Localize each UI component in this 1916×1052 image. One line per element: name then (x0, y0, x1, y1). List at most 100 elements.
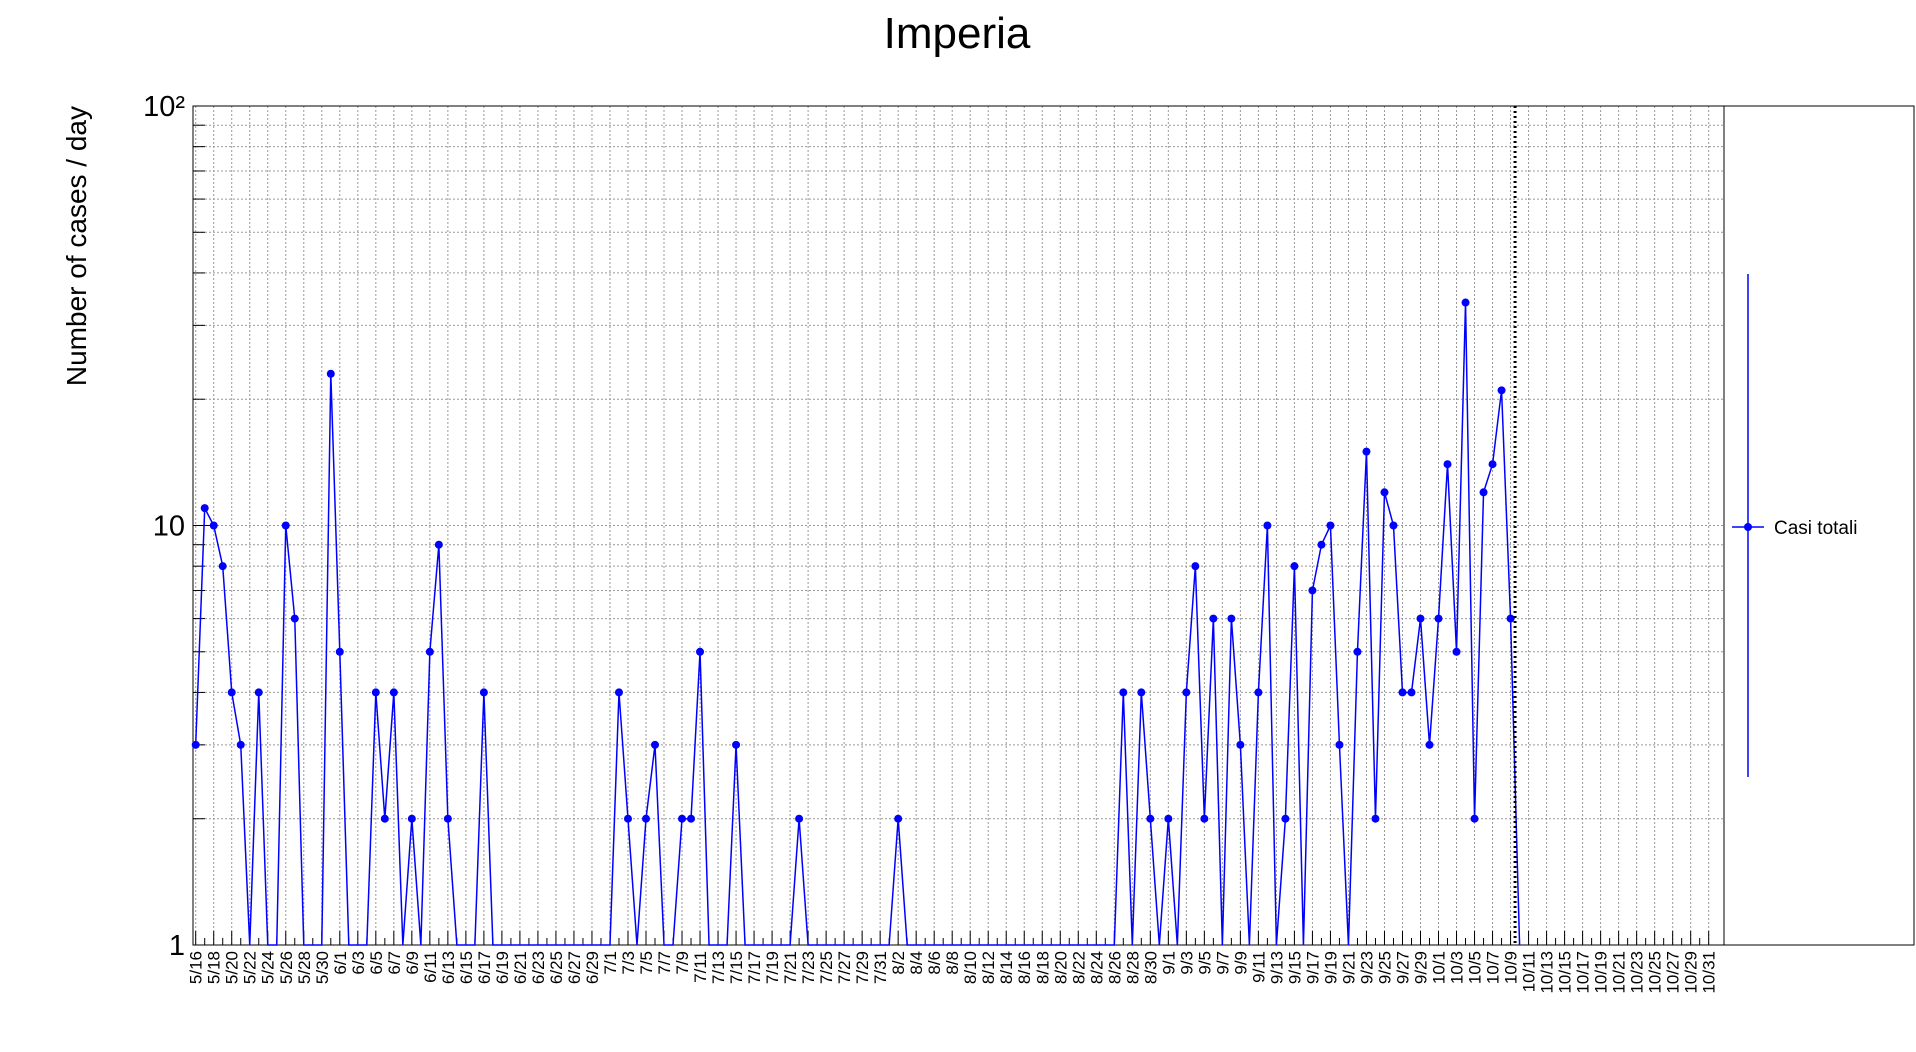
data-point (281, 521, 290, 530)
x-tick-label: 5/18 (205, 951, 224, 984)
x-tick-label: 5/24 (259, 951, 278, 984)
data-point (623, 814, 632, 823)
data-point (1380, 488, 1389, 497)
data-point (894, 814, 903, 823)
x-tick-label: 9/5 (1195, 951, 1214, 975)
x-tick-label: 7/31 (871, 951, 890, 984)
data-point (1389, 521, 1398, 530)
data-point (1281, 814, 1290, 823)
x-tick-label: 6/1 (331, 951, 350, 975)
data-point (371, 688, 380, 697)
data-point (209, 521, 218, 530)
chart-title: Imperia (884, 9, 1031, 58)
data-point (1254, 688, 1263, 697)
x-tick-label: 6/29 (583, 951, 602, 984)
x-tick-label: 5/16 (187, 951, 206, 984)
data-point (1119, 688, 1128, 697)
x-tick-label: 6/7 (385, 951, 404, 975)
x-tick-label: 6/9 (403, 951, 422, 975)
data-point (1443, 460, 1452, 469)
x-tick-label: 7/29 (853, 951, 872, 984)
x-tick-label: 8/14 (997, 951, 1016, 984)
x-tick-label: 9/29 (1412, 951, 1431, 984)
data-point (434, 540, 443, 549)
x-tick-label: 6/25 (547, 951, 566, 984)
data-point (236, 740, 245, 749)
x-tick-label: 6/17 (475, 951, 494, 984)
x-tick-label: 7/15 (727, 951, 746, 984)
x-tick-label: 8/20 (1051, 951, 1070, 984)
x-tick-label: 10/5 (1466, 951, 1485, 984)
data-point (1209, 614, 1218, 623)
x-tick-label: 9/9 (1231, 951, 1250, 975)
x-tick-label: 10/27 (1664, 951, 1683, 994)
x-tick-label: 7/9 (673, 951, 692, 975)
x-tick-label: 10/11 (1520, 951, 1539, 992)
data-point (1497, 386, 1506, 395)
x-tick-label: 10/21 (1610, 951, 1629, 994)
data-point (732, 740, 741, 749)
x-tick-label: 6/13 (439, 951, 458, 984)
series-line (194, 302, 1521, 946)
data-point (290, 614, 299, 623)
x-tick-label: 8/16 (1015, 951, 1034, 984)
data-point (1290, 562, 1299, 571)
x-tick-label: 5/20 (223, 951, 242, 984)
x-tick-label: 10/25 (1646, 951, 1665, 994)
data-point (326, 369, 335, 378)
x-tick-label: 7/5 (637, 951, 656, 975)
y-axis-label: Number of cases / day (61, 106, 92, 386)
x-tick-label: 9/17 (1303, 951, 1322, 984)
data-point (1488, 460, 1497, 469)
x-tick-label: 9/1 (1159, 951, 1178, 975)
data-point (1407, 688, 1416, 697)
data-point (1470, 814, 1479, 823)
x-tick-label: 10/9 (1502, 951, 1521, 984)
data-point (380, 814, 389, 823)
x-tick-label: 8/26 (1105, 951, 1124, 984)
x-tick-label: 7/17 (745, 951, 764, 984)
data-point (1146, 814, 1155, 823)
data-point (443, 814, 452, 823)
data-point (254, 688, 263, 697)
data-point (1362, 447, 1371, 456)
legend-box (1723, 105, 1915, 946)
x-tick-label: 6/3 (349, 951, 368, 975)
x-tick-label: 9/3 (1177, 951, 1196, 975)
x-tick-label: 10/15 (1556, 951, 1575, 994)
data-point (1191, 562, 1200, 571)
data-point (1137, 688, 1146, 697)
data-point (1236, 740, 1245, 749)
x-tick-label: 9/21 (1339, 951, 1358, 984)
x-tick-label: 8/4 (907, 951, 926, 975)
legend-marker (1744, 523, 1752, 531)
x-tick-label: 9/23 (1357, 951, 1376, 984)
x-tick-label: 10/19 (1592, 951, 1611, 994)
x-tick-label: 7/21 (781, 951, 800, 984)
x-tick-label: 10/1 (1430, 951, 1449, 984)
data-point (696, 647, 705, 656)
x-tick-label: 10/23 (1628, 951, 1647, 994)
data-point (1371, 814, 1380, 823)
x-tick-label: 9/11 (1249, 951, 1268, 983)
x-tick-label: 7/19 (763, 951, 782, 984)
data-point (1326, 521, 1335, 530)
x-tick-label: 10/3 (1448, 951, 1467, 984)
data-point (1434, 614, 1443, 623)
data-point (1182, 688, 1191, 697)
x-tick-label: 5/28 (295, 951, 314, 984)
x-tick-label: 7/1 (601, 951, 620, 975)
data-point (227, 688, 236, 697)
x-tick-label: 7/25 (817, 951, 836, 984)
x-tick-label: 9/25 (1375, 951, 1394, 984)
data-point (389, 688, 398, 697)
data-point (1416, 614, 1425, 623)
data-point (1479, 488, 1488, 497)
data-point (1353, 647, 1362, 656)
y-tick-label: 10 (153, 511, 185, 543)
data-point (1425, 740, 1434, 749)
y-tick-label: 1 (169, 930, 185, 962)
x-tick-label: 8/6 (925, 951, 944, 975)
x-tick-label: 9/19 (1321, 951, 1340, 984)
